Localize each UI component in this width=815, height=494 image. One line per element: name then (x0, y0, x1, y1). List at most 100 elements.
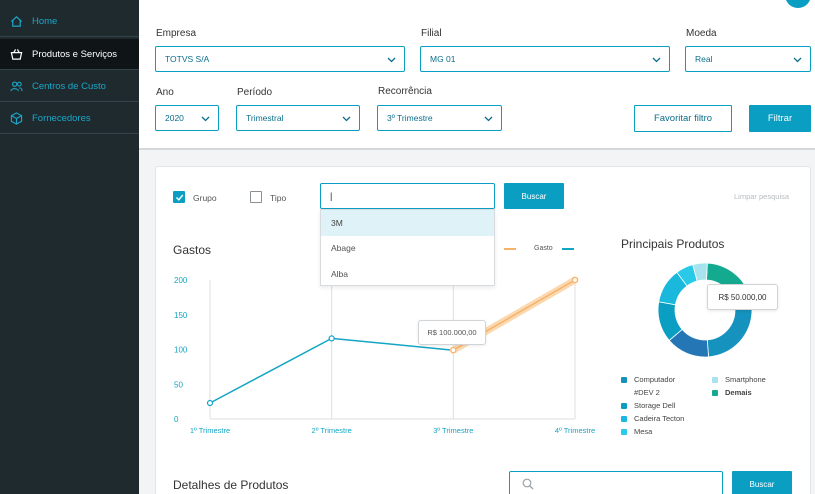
y-tick-label: 0 (174, 415, 179, 424)
periodo-select[interactable]: Trimestral (236, 105, 360, 131)
donut-legend-item: Computador (621, 375, 675, 384)
chevron-down-icon (652, 57, 661, 63)
empresa-value: TOTVS S/A (165, 54, 210, 64)
donut-slice[interactable] (692, 262, 708, 282)
chevron-down-icon (342, 116, 351, 122)
legend-swatch (621, 390, 627, 396)
grupo-dropdown: 3M Abage Alba (320, 209, 495, 286)
chevron-down-icon (201, 116, 210, 122)
donut-legend-item: Cadeira Tecton (621, 414, 684, 423)
legend-label: Cadeira Tecton (634, 414, 685, 423)
donut-legend-item: Demais (712, 388, 752, 397)
users-icon (8, 80, 24, 94)
legend-swatch (621, 376, 627, 383)
periodo-value: Trimestral (246, 113, 284, 123)
empresa-select[interactable]: TOTVS S/A (155, 46, 405, 72)
sidebar-item-fornecedores[interactable]: Fornecedores (0, 104, 139, 134)
gastos-line-chart: 0 50 100 150 200 1º Trimestre 2º Trimestre 3º T… (174, 276, 595, 435)
chevron-down-icon (484, 116, 493, 122)
ano-value: 2020 (165, 113, 184, 123)
y-tick-label: 100 (174, 346, 188, 355)
legend-label: #DEV 2 (634, 388, 660, 397)
filial-label: Filial (421, 28, 442, 39)
buscar-button[interactable]: Buscar (504, 183, 564, 209)
sidebar-item-label: Home (32, 16, 58, 27)
user-avatar[interactable] (785, 0, 811, 8)
legend-label: Smartphone (725, 375, 766, 384)
sidebar-item-home[interactable]: Home (0, 7, 139, 37)
x-tick-label: 2º Trimestre (312, 426, 352, 435)
donut-legend-item: Mesa (621, 427, 652, 436)
grupo-search-input[interactable]: | (320, 183, 495, 209)
sidebar-item-label: Centros de Custo (32, 81, 106, 92)
tipo-label: Tipo (270, 193, 287, 203)
legend-label: Demais (725, 388, 752, 397)
data-point (571, 276, 579, 284)
sidebar-item-produtos[interactable]: Produtos e Serviços (0, 39, 139, 70)
y-tick-label: 50 (174, 380, 183, 389)
x-tick-label: 4º Trimestre (555, 426, 595, 435)
donut-slice[interactable] (706, 308, 753, 358)
sidebar-item-centros[interactable]: Centros de Custo (0, 72, 139, 102)
chevron-down-icon (793, 57, 802, 63)
y-tick-label: 200 (174, 276, 188, 285)
y-tick-label: 150 (174, 311, 188, 320)
favoritar-filtro-button[interactable]: Favoritar filtro (634, 105, 732, 132)
check-icon (176, 194, 184, 201)
legend-swatch (621, 428, 627, 435)
filial-select[interactable]: MG 01 (420, 46, 670, 72)
legend-swatch (621, 402, 627, 409)
legend-swatch (712, 389, 718, 396)
detalhes-buscar-button[interactable]: Buscar (732, 471, 792, 494)
line-chart-tooltip: R$ 100.000,00 (418, 320, 486, 345)
donut-legend-item: Smartphone (712, 375, 766, 384)
legend-label: Computador (634, 375, 676, 384)
legend-label: Mesa (634, 427, 653, 436)
legend-swatch (712, 376, 718, 383)
search-input-value: | (330, 191, 333, 201)
legend-swatch (621, 415, 627, 422)
home-icon (8, 15, 24, 29)
grupo-label: Grupo (193, 193, 217, 203)
data-point (450, 347, 457, 354)
filtrar-button[interactable]: Filtrar (749, 105, 811, 132)
gastos-title: Gastos (173, 243, 212, 257)
sidebar-item-label: Fornecedores (32, 113, 91, 124)
legend-swatch-gasto (562, 248, 574, 250)
box-icon (8, 112, 24, 126)
data-point (206, 399, 214, 407)
dropdown-option[interactable]: Abage (331, 243, 356, 254)
donut-legend-item: Storage Dell (621, 401, 675, 410)
x-tick-label: 1º Trimestre (190, 426, 230, 435)
recorrencia-label: Recorrência (378, 86, 432, 97)
ano-label: Ano (156, 87, 174, 98)
moeda-select[interactable]: Real (685, 46, 811, 72)
sidebar-item-label: Produtos e Serviços (32, 48, 118, 60)
chevron-down-icon (387, 57, 396, 63)
principais-donut-chart (657, 262, 753, 358)
grupo-checkbox[interactable] (173, 191, 185, 203)
tipo-checkbox[interactable] (250, 191, 262, 203)
x-tick-label: 3º Trimestre (433, 426, 473, 435)
empresa-label: Empresa (156, 28, 197, 39)
data-point (328, 335, 335, 342)
donut-legend-item: #DEV 2 (621, 388, 660, 397)
filial-value: MG 01 (430, 54, 456, 64)
moeda-value: Real (695, 54, 713, 64)
limpar-pesquisa-link[interactable]: Limpar pesquisa (734, 192, 790, 201)
periodo-label: Período (237, 87, 273, 98)
recorrencia-value: 3º Trimestre (387, 113, 433, 123)
legend-label-gasto: Gasto (534, 245, 553, 252)
detalhes-produtos-title: Detalhes de Produtos (173, 478, 289, 492)
basket-icon (8, 47, 24, 61)
legend-label: Storage Dell (634, 401, 676, 410)
dropdown-option[interactable]: Alba (331, 268, 349, 279)
dropdown-option[interactable]: 3M (321, 210, 494, 236)
search-icon (522, 478, 534, 490)
donut-tooltip: R$ 50.000,00 (707, 284, 778, 310)
recorrencia-select[interactable]: 3º Trimestre (377, 105, 502, 131)
principais-produtos-title: Principais Produtos (621, 237, 725, 251)
detalhes-search-input[interactable] (509, 471, 723, 494)
moeda-label: Moeda (686, 28, 717, 39)
ano-select[interactable]: 2020 (155, 105, 219, 131)
